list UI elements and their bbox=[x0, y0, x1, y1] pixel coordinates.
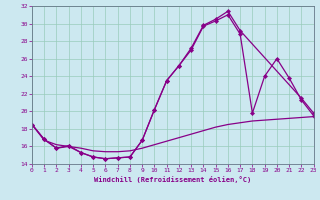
X-axis label: Windchill (Refroidissement éolien,°C): Windchill (Refroidissement éolien,°C) bbox=[94, 176, 252, 183]
